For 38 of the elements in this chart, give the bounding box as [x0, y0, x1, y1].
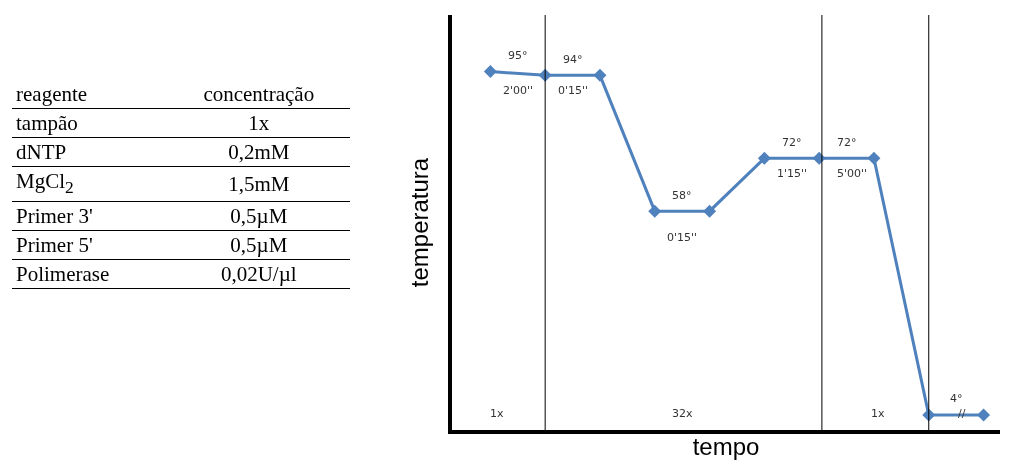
annotation: 0'15'' [667, 231, 698, 244]
text: reagente [12, 80, 168, 109]
data-label: 72° [837, 136, 857, 149]
data-label: 4° [950, 392, 963, 405]
text: 0,2mM [167, 137, 350, 167]
point [703, 204, 717, 218]
text: MgCl$_{2}$ [12, 166, 168, 202]
point [867, 151, 881, 165]
point [483, 65, 497, 79]
data-label: 58° [672, 189, 692, 202]
text: Polimerase [12, 259, 168, 289]
annotation: // [958, 407, 966, 420]
text: Primer 5' [12, 230, 168, 260]
annotation: 2'00'' [503, 84, 534, 97]
text: Primer 3' [12, 201, 168, 231]
point [977, 408, 991, 422]
text: 1x [167, 108, 350, 138]
data-label: 94° [563, 53, 583, 66]
annotation: 1x [871, 407, 885, 420]
annotation: 5'00'' [837, 167, 868, 180]
annotation: 1'15'' [777, 167, 808, 180]
x-axis-title: tempo [692, 433, 760, 461]
text: 0,5µM [167, 201, 350, 231]
text: dNTP [12, 137, 168, 167]
data-label: 72° [782, 136, 802, 149]
text: 0,5µM [167, 230, 350, 260]
point [648, 204, 662, 218]
text: 0,02U/µl [167, 259, 350, 289]
y-axis-title: temperatura [405, 157, 433, 288]
text: tampão [12, 108, 168, 138]
point [757, 151, 771, 165]
annotation: 1x [490, 407, 504, 420]
text: concentração [167, 80, 350, 109]
point [593, 68, 607, 82]
annotation: 0'15'' [558, 84, 589, 97]
annotation: 32x [672, 407, 693, 420]
data-label: 95° [508, 49, 528, 62]
text: 1,5mM [167, 166, 350, 202]
